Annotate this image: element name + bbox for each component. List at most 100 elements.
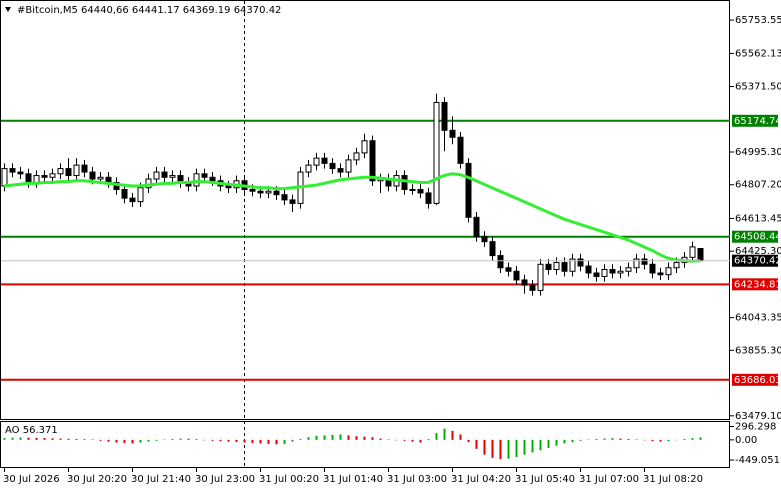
x-tick-label: 31 Jul 01:40 (323, 474, 383, 485)
candle-body (641, 258, 648, 265)
candle-body (433, 101, 440, 204)
candle-body (17, 171, 24, 175)
y-tick-label: 65753.55 (735, 15, 781, 26)
candle-body (553, 262, 560, 271)
candle-body (505, 267, 512, 272)
candle-body (369, 140, 376, 182)
candle-body (649, 263, 656, 274)
candle-body (1, 168, 8, 187)
candle-body (289, 199, 296, 204)
candle-body (9, 168, 16, 173)
candle-body (25, 173, 32, 184)
candle-body (353, 152, 360, 161)
candle-body (561, 262, 568, 272)
candle-body (313, 157, 320, 166)
chart-title: #Bitcoin,M5 64440,66 64441.17 64369.19 6… (17, 5, 281, 16)
candle-body (569, 258, 576, 272)
x-tick-label: 30 Jul 23:00 (195, 474, 255, 485)
level-label: 64508.44 (734, 232, 781, 243)
x-tick-label: 30 Jul 20:20 (67, 474, 127, 485)
candle-body (489, 241, 496, 257)
x-tick-label: 31 Jul 00:20 (259, 474, 319, 485)
candle-body (105, 176, 112, 184)
main-frame (0, 0, 730, 420)
level-label: 65174.74 (734, 116, 781, 127)
x-tick-label: 31 Jul 07:00 (579, 474, 639, 485)
last-price-box (732, 254, 778, 267)
candle-body (577, 258, 584, 267)
x-tick-label: 30 Jul 21:40 (131, 474, 191, 485)
candle-body (201, 173, 208, 178)
candle-body (193, 173, 200, 187)
candle-body (97, 176, 104, 180)
y-tick-label: 63479.10 (735, 411, 781, 422)
candle-body (169, 175, 176, 178)
level-label: 64234.81 (734, 279, 781, 290)
y-tick-label: 65371.50 (735, 82, 781, 93)
candle-body (537, 263, 544, 291)
candle-body (337, 168, 344, 173)
candle-body (161, 171, 168, 178)
candle-body (281, 194, 288, 201)
candle-body (361, 140, 368, 154)
x-tick-label: 31 Jul 05:40 (515, 474, 575, 485)
candle-body (137, 187, 144, 203)
candle-body (609, 269, 616, 274)
candle-body (585, 265, 592, 274)
y-tick-label: 64807.20 (735, 180, 781, 191)
candle-body (225, 185, 232, 189)
candle-body (209, 176, 216, 182)
ao-tick-label: 296.298 (735, 422, 776, 433)
level-box (732, 278, 778, 291)
x-tick-label: 31 Jul 08:20 (643, 474, 703, 485)
candle-body (249, 188, 256, 192)
candle-body (673, 262, 680, 269)
menu-arrow (5, 7, 11, 12)
candle-body (49, 173, 56, 178)
candle-body (657, 272, 664, 276)
candle-body (449, 129, 456, 138)
candle-body (617, 270, 624, 274)
last-price-label: 64370.42 (734, 256, 781, 267)
x-tick-label: 30 Jul 2026 (3, 474, 60, 485)
y-tick-label: 65562.13 (735, 48, 781, 59)
candle-body (57, 168, 64, 175)
level-box (732, 114, 778, 127)
candle-body (689, 246, 696, 258)
candle-body (473, 216, 480, 237)
candle-body (257, 190, 264, 194)
y-tick-label: 64043.35 (735, 313, 781, 324)
candle-body (417, 188, 424, 194)
candle-body (345, 159, 352, 173)
candle-body (73, 164, 80, 177)
candle-body (497, 255, 504, 269)
ao-frame (0, 421, 730, 468)
candle-body (529, 284, 536, 291)
candle-body (697, 248, 704, 262)
candle-body (425, 192, 432, 204)
y-tick-label: 64995.30 (735, 147, 781, 158)
ao-label: AO 56.371 (5, 425, 58, 436)
x-tick-label: 31 Jul 03:00 (387, 474, 447, 485)
moving-average (3, 172, 701, 263)
candle-body (521, 279, 528, 286)
candle-body (273, 190, 280, 196)
candle-body (265, 190, 272, 194)
candle-body (409, 188, 416, 191)
candle-body (665, 267, 672, 276)
candle-body (121, 188, 128, 199)
candle-body (601, 269, 608, 277)
level-box (732, 373, 778, 386)
candle-body (65, 168, 72, 177)
candle-body (153, 171, 160, 180)
candle-body (457, 136, 464, 164)
y-tick-label: 64613.45 (735, 213, 781, 224)
candle-body (41, 175, 48, 178)
candle-body (481, 235, 488, 243)
level-box (732, 230, 778, 243)
candle-body (625, 267, 632, 272)
candle-body (81, 164, 88, 173)
ao-tick-label: 0.00 (735, 435, 757, 446)
x-tick-label: 31 Jul 04:20 (451, 474, 511, 485)
